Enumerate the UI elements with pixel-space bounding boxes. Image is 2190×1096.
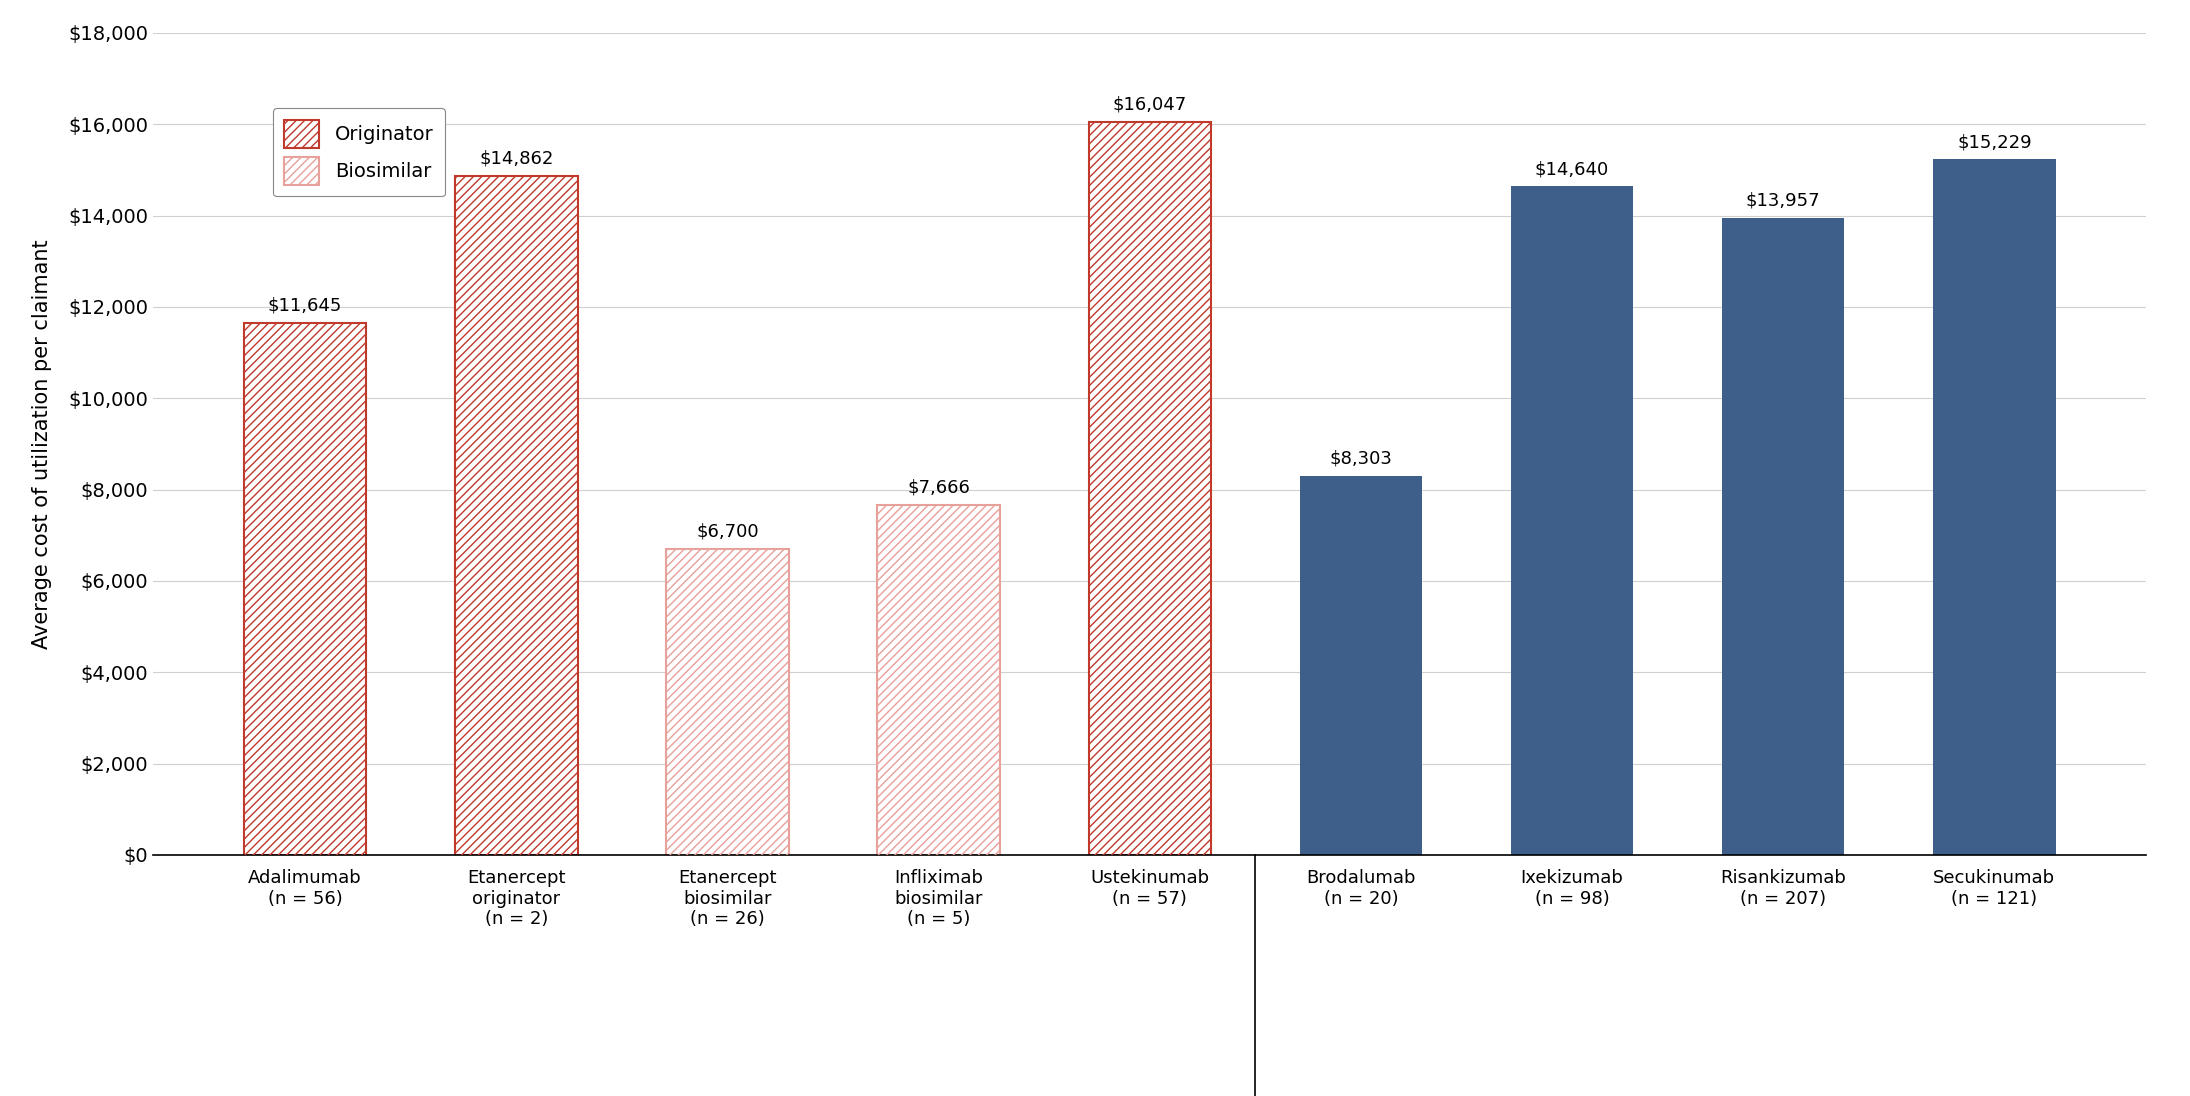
Bar bbox=[243, 323, 366, 855]
Y-axis label: Average cost of utilization per claimant: Average cost of utilization per claimant bbox=[33, 239, 53, 649]
Bar bbox=[1088, 122, 1211, 855]
Bar bbox=[878, 505, 1001, 855]
Bar bbox=[456, 176, 578, 855]
Text: $15,229: $15,229 bbox=[1958, 134, 2032, 151]
Bar bbox=[1088, 122, 1211, 855]
Bar bbox=[1511, 186, 1634, 855]
Text: $16,047: $16,047 bbox=[1113, 95, 1187, 114]
Text: $8,303: $8,303 bbox=[1329, 449, 1393, 468]
Text: $7,666: $7,666 bbox=[907, 479, 970, 496]
Text: $14,862: $14,862 bbox=[480, 150, 554, 168]
Bar bbox=[666, 549, 788, 855]
Text: $6,700: $6,700 bbox=[696, 523, 758, 540]
Text: $13,957: $13,957 bbox=[1745, 192, 1820, 209]
Bar bbox=[1934, 159, 2056, 855]
Text: $14,640: $14,640 bbox=[1535, 160, 1610, 179]
Bar bbox=[243, 323, 366, 855]
Bar bbox=[878, 505, 1001, 855]
Bar bbox=[1299, 476, 1421, 855]
Bar bbox=[666, 549, 788, 855]
Bar bbox=[1721, 217, 1844, 855]
Text: $11,645: $11,645 bbox=[267, 297, 342, 315]
Bar bbox=[456, 176, 578, 855]
Legend: Originator, Biosimilar: Originator, Biosimilar bbox=[272, 109, 445, 196]
